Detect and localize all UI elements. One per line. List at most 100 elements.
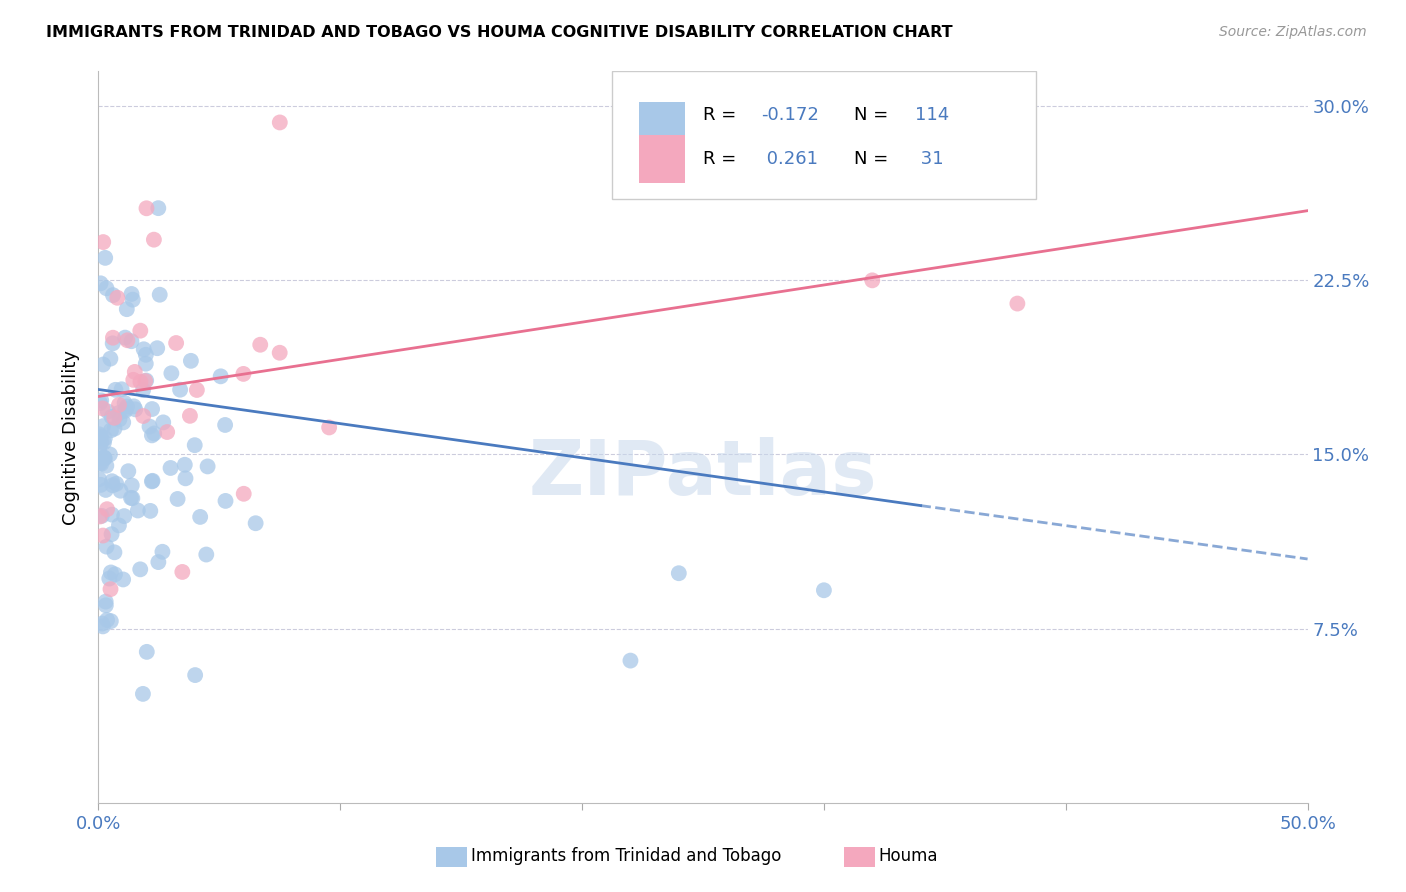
Point (90, 435, 112, 450)
Point (169, 383, 191, 397)
Point (114, 402, 136, 417)
Point (91, 528, 114, 542)
Point (249, 337, 271, 351)
Point (107, 406, 129, 420)
Text: Immigrants from Trinidad and Tobago: Immigrants from Trinidad and Tobago (471, 847, 782, 865)
Point (96, 502, 118, 516)
Point (209, 369, 232, 384)
Text: N =: N = (855, 106, 894, 124)
Point (195, 548, 218, 562)
Point (619, 654, 641, 668)
Point (110, 483, 132, 498)
FancyBboxPatch shape (613, 71, 1035, 200)
Point (197, 459, 219, 474)
Point (89, 427, 111, 442)
Point (100, 527, 122, 541)
Point (135, 374, 157, 388)
Point (103, 545, 125, 559)
Point (142, 233, 165, 247)
Point (94, 251, 117, 265)
Point (121, 287, 143, 301)
Point (108, 398, 131, 412)
Point (318, 420, 340, 434)
Point (232, 367, 254, 381)
Point (91, 419, 114, 434)
Point (91, 450, 114, 465)
Point (104, 383, 127, 397)
Point (117, 333, 139, 347)
Point (100, 351, 122, 366)
Point (127, 503, 149, 517)
Point (91, 235, 114, 249)
Point (141, 474, 163, 488)
Point (120, 491, 142, 505)
Point (96, 281, 118, 295)
Point (100, 566, 122, 580)
Point (94, 599, 117, 613)
Point (89, 472, 111, 486)
Point (89, 509, 111, 524)
Point (96, 613, 118, 627)
Point (124, 365, 146, 379)
Text: 114: 114 (915, 106, 949, 124)
Point (96, 540, 118, 554)
Point (124, 402, 146, 417)
Point (101, 336, 124, 351)
Point (148, 555, 170, 569)
Point (100, 614, 122, 628)
Point (121, 293, 143, 307)
Point (108, 518, 131, 533)
Point (94, 431, 117, 445)
Point (269, 115, 291, 129)
Point (132, 687, 155, 701)
Text: IMMIGRANTS FROM TRINIDAD AND TOBAGO VS HOUMA COGNITIVE DISABILITY CORRELATION CH: IMMIGRANTS FROM TRINIDAD AND TOBAGO VS H… (46, 25, 953, 40)
Point (112, 416, 135, 430)
Point (141, 428, 163, 442)
Text: Houma: Houma (879, 847, 938, 865)
Point (98, 572, 121, 586)
Point (90, 508, 112, 523)
Point (87, 431, 110, 445)
Point (101, 508, 124, 522)
Point (149, 287, 172, 301)
FancyBboxPatch shape (638, 102, 685, 150)
Point (143, 426, 166, 441)
Point (135, 202, 157, 216)
Point (134, 374, 156, 388)
Text: -0.172: -0.172 (761, 106, 818, 124)
Point (91, 401, 114, 416)
Point (860, 273, 883, 287)
Point (105, 476, 128, 491)
Text: ZIPatlas: ZIPatlas (529, 437, 877, 510)
Point (90, 478, 112, 492)
Point (184, 668, 207, 682)
Point (101, 478, 124, 492)
Text: 31: 31 (915, 150, 943, 168)
Point (122, 373, 145, 387)
Point (1007, 296, 1029, 310)
Point (101, 331, 124, 345)
Point (141, 402, 163, 417)
Point (93, 435, 115, 450)
Point (668, 566, 690, 581)
Point (214, 417, 236, 432)
Point (269, 345, 291, 359)
Point (166, 491, 188, 506)
Point (90, 277, 112, 291)
Point (100, 423, 122, 437)
Point (93, 451, 115, 466)
Point (141, 475, 163, 489)
Point (103, 410, 125, 425)
Text: N =: N = (855, 150, 894, 168)
Point (214, 494, 236, 508)
Point (101, 288, 124, 302)
Point (139, 504, 162, 518)
Point (103, 421, 125, 435)
Point (132, 343, 155, 357)
Point (156, 425, 179, 439)
Point (173, 458, 195, 472)
Point (245, 516, 267, 531)
Text: 0.261: 0.261 (761, 150, 818, 168)
Point (89, 456, 111, 470)
Point (172, 565, 194, 579)
